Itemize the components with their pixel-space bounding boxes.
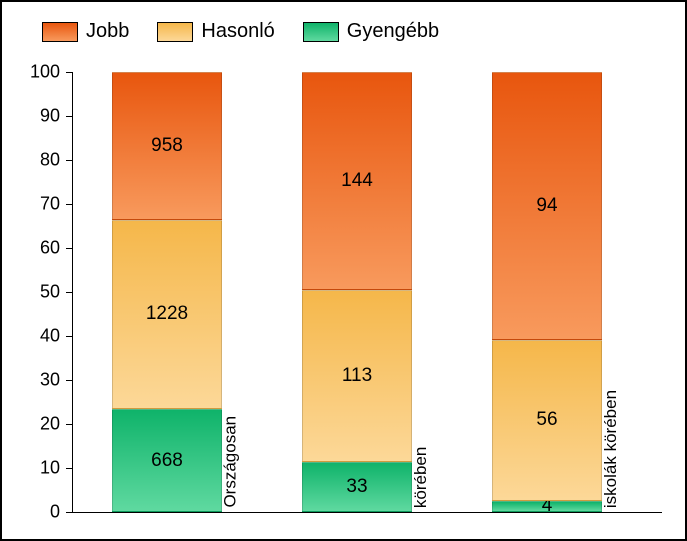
bar-segment-hasonlo: 1228 — [112, 220, 222, 409]
bar-value-label: 56 — [536, 409, 557, 431]
bar-value-label: 958 — [151, 135, 183, 157]
y-tick-label: 100 — [30, 62, 60, 83]
bar-value-label: 33 — [346, 476, 367, 498]
legend-label-jobb: Jobb — [86, 20, 129, 43]
bar-segment-gyengebb: 4 — [492, 501, 602, 512]
bar-segment-jobb: 144 — [302, 72, 412, 290]
y-axis: 0102030405060708090100 — [2, 72, 72, 512]
category-label-line: körében — [410, 290, 430, 508]
y-tick-label: 0 — [50, 502, 60, 523]
legend-label-gyengebb: Gyengébb — [347, 20, 439, 43]
legend-swatch-gyengebb — [303, 22, 339, 42]
legend-item-jobb: Jobb — [42, 20, 129, 43]
bar-group: 668 1228 958 — [112, 72, 222, 512]
y-tick-label: 90 — [40, 106, 60, 127]
x-axis-line — [72, 512, 662, 513]
legend-item-hasonlo: Hasonló — [157, 20, 274, 43]
category-label: Országosan — [220, 416, 240, 508]
chart-container: Jobb Hasonló Gyengébb 0 10 20 30 40 50 60 70 80 9… — [0, 0, 687, 541]
bar-group: 33 113 144 — [302, 72, 412, 512]
bar-value-label: 94 — [536, 195, 557, 217]
bar-value-label: 1228 — [146, 303, 188, 325]
legend: Jobb Hasonló Gyengébb — [42, 20, 439, 43]
category-label-line: Országosan — [220, 416, 240, 508]
legend-swatch-hasonlo — [157, 22, 193, 42]
category-label-line: iskolák körében — [600, 305, 620, 508]
bar-segment-hasonlo: 113 — [302, 290, 412, 462]
bar-segment-jobb: 958 — [112, 72, 222, 220]
y-tick-label: 50 — [40, 282, 60, 303]
y-tick-label: 40 — [40, 326, 60, 347]
bar-segment-jobb: 94 — [492, 72, 602, 340]
legend-swatch-jobb — [42, 22, 78, 42]
y-tick-label: 70 — [40, 194, 60, 215]
y-tick-label: 80 — [40, 150, 60, 171]
bar-segment-gyengebb: 33 — [302, 462, 412, 512]
bar-segment-hasonlo: 56 — [492, 340, 602, 500]
legend-label-hasonlo: Hasonló — [201, 20, 274, 43]
bar-value-label: 668 — [151, 450, 183, 472]
y-tick-label: 20 — [40, 414, 60, 435]
bar-value-label: 113 — [342, 365, 372, 387]
y-tick-label: 10 — [40, 458, 60, 479]
bar-value-label: 144 — [341, 170, 373, 192]
bar-group: 4 56 94 — [492, 72, 602, 512]
y-tick-label: 60 — [40, 238, 60, 259]
y-tick-label: 30 — [40, 370, 60, 391]
bar-segment-gyengebb: 668 — [112, 409, 222, 512]
plot-area: Országosan6681228958A budapesti általáno… — [72, 72, 662, 512]
legend-item-gyengebb: Gyengébb — [303, 20, 439, 43]
